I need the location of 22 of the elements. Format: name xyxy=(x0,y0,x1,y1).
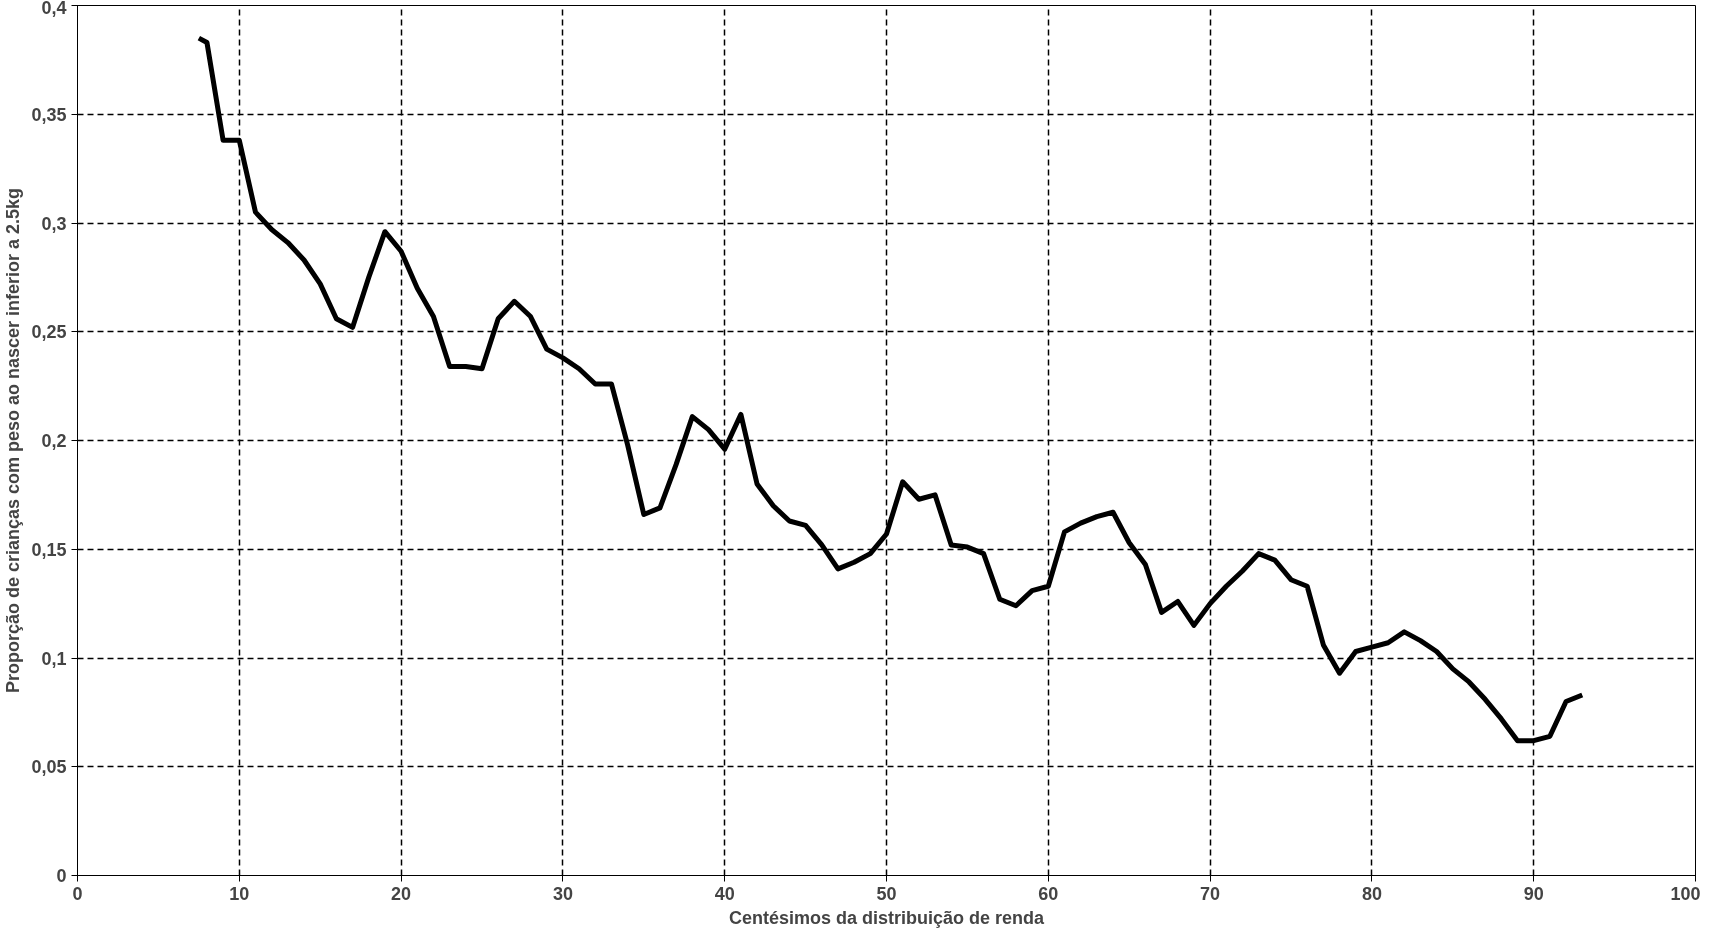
x-tick-label: 80 xyxy=(1361,883,1382,904)
y-tick-label: 0,4 xyxy=(41,0,67,18)
x-tick-label: 30 xyxy=(552,883,573,904)
y-tick-label: 0,35 xyxy=(31,104,67,125)
x-tick-label: 10 xyxy=(229,883,250,904)
x-tick-label: 70 xyxy=(1200,883,1221,904)
y-axis-title: Proporção de crianças com peso ao nascer inferior a 2.5kg xyxy=(3,187,24,694)
y-tick-label: 0 xyxy=(56,866,67,886)
x-tick-label: 60 xyxy=(1038,883,1059,904)
x-tick-label: 100 xyxy=(1670,883,1701,904)
x-axis-title: Centésimos da distribuição de renda xyxy=(728,907,1046,928)
x-tick-label: 0 xyxy=(72,883,83,904)
x-tick-label: 20 xyxy=(391,883,412,904)
y-tick-label: 0,3 xyxy=(41,213,67,234)
x-tick-label: 90 xyxy=(1523,883,1544,904)
x-tick-label: 40 xyxy=(714,883,735,904)
y-tick-label: 0,25 xyxy=(31,322,67,343)
y-tick-label: 0,05 xyxy=(31,757,67,778)
y-tick-label: 0,1 xyxy=(41,648,67,669)
x-tick-label: 50 xyxy=(876,883,897,904)
y-tick-label: 0,15 xyxy=(31,539,67,560)
y-tick-label: 0,2 xyxy=(41,431,67,451)
